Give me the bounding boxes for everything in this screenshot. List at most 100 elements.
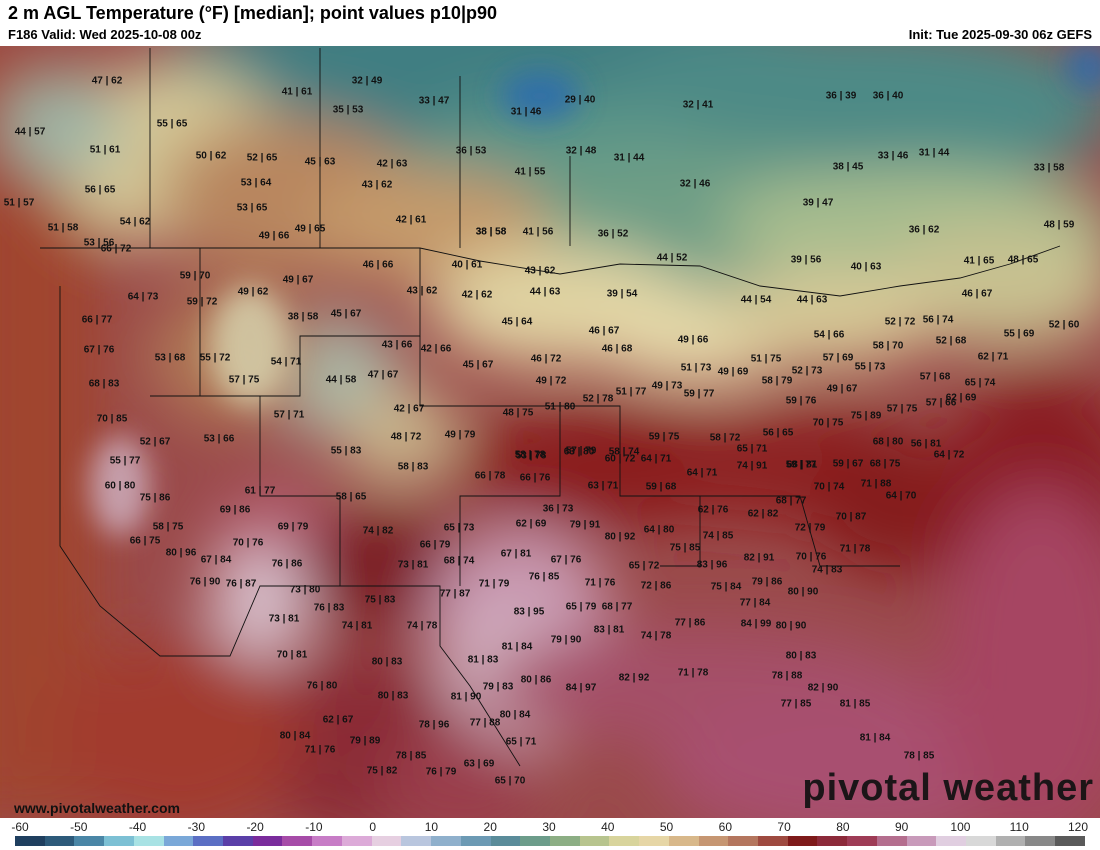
point-value-label: 70 | 75 <box>812 417 844 429</box>
point-value-label: 52 | 78 <box>582 393 614 405</box>
point-value-label: 31 | 44 <box>918 147 950 159</box>
point-value-label: 49 | 66 <box>258 230 290 242</box>
point-value-label: 42 | 61 <box>395 214 427 226</box>
point-value-label: 65 | 74 <box>964 377 996 389</box>
point-value-label: 65 | 73 <box>443 522 475 534</box>
point-value-label: 57 | 75 <box>886 403 918 415</box>
point-value-label: 80 | 86 <box>520 674 552 686</box>
site-url[interactable]: www.pivotalweather.com <box>14 800 180 816</box>
point-value-label: 52 | 73 <box>791 365 823 377</box>
valid-time: F186 Valid: Wed 2025-10-08 00z <box>8 27 202 42</box>
point-value-label: 57 | 79 <box>565 445 597 457</box>
point-value-label: 59 | 70 <box>179 270 211 282</box>
colorbar-tick: 40 <box>601 820 615 834</box>
point-value-label: 66 | 77 <box>81 314 113 326</box>
point-value-label: 36 | 62 <box>908 224 940 236</box>
point-value-label: 52 | 67 <box>139 436 171 448</box>
point-value-label: 83 | 95 <box>513 606 545 618</box>
point-value-label: 62 | 82 <box>747 508 779 520</box>
point-value-label: 66 | 78 <box>474 470 506 482</box>
colorbar-swatch <box>520 836 550 846</box>
point-value-label: 49 | 65 <box>294 223 326 235</box>
point-value-label: 80 | 92 <box>604 531 636 543</box>
point-value-label: 36 | 73 <box>542 503 574 515</box>
point-value-label: 64 | 71 <box>640 453 672 465</box>
point-value-label: 43 | 62 <box>524 265 556 277</box>
colorbar-swatch <box>609 836 640 846</box>
point-value-label: 52 | 72 <box>884 316 916 328</box>
point-value-label: 45 | 63 <box>304 156 336 168</box>
point-value-label: 83 | 96 <box>696 559 728 571</box>
colorbar-swatch <box>163 836 194 846</box>
point-value-label: 63 | 80 <box>563 446 595 458</box>
point-value-label: 71 | 78 <box>839 543 871 555</box>
point-value-label: 70 | 74 <box>813 481 845 493</box>
point-value-label: 56 | 65 <box>84 184 116 196</box>
point-value-label: 59 | 68 <box>645 481 677 493</box>
point-value-label: 46 | 67 <box>588 325 620 337</box>
point-value-label: 48 | 65 <box>1007 254 1039 266</box>
point-value-label: 58 | 65 <box>335 491 367 503</box>
colorbar-swatch <box>757 836 788 846</box>
point-value-label: 51 | 77 <box>615 386 647 398</box>
point-value-label: 39 | 56 <box>790 254 822 266</box>
point-value-label: 51 | 73 <box>680 362 712 374</box>
point-value-label: 62 | 69 <box>945 392 977 404</box>
point-value-label: 58 | 72 <box>709 432 741 444</box>
point-value-label: 41 | 56 <box>522 226 554 238</box>
colorbar-tick: 80 <box>836 820 850 834</box>
point-value-label: 49 | 62 <box>237 286 269 298</box>
point-value-label: 53 | 56 <box>83 237 115 249</box>
point-value-label: 77 | 86 <box>674 617 706 629</box>
point-value-label: 65 | 71 <box>736 443 768 455</box>
point-value-label: 60 | 80 <box>104 480 136 492</box>
point-value-label: 59 | 67 <box>832 458 864 470</box>
colorbar-swatch <box>431 836 461 846</box>
point-value-label: 54 | 66 <box>813 329 845 341</box>
point-value-label: 33 | 58 <box>1033 162 1065 174</box>
point-value-label: 53 | 64 <box>240 177 272 189</box>
point-value-label: 40 | 63 <box>850 261 882 273</box>
point-value-label: 49 | 79 <box>444 429 476 441</box>
colorbar-tick: 100 <box>950 820 971 834</box>
map-header: 2 m AGL Temperature (°F) [median]; point… <box>0 0 1100 46</box>
point-value-label: 80 | 90 <box>775 620 807 632</box>
point-value-label: 59 | 77 <box>683 388 715 400</box>
watermark-logo: pivotal weather <box>802 767 1094 809</box>
colorbar-tick: 0 <box>369 820 376 834</box>
point-value-label: 44 | 54 <box>740 294 772 306</box>
point-value-label: 71 | 76 <box>584 577 616 589</box>
point-value-label: 67 | 76 <box>550 554 582 566</box>
point-value-label: 42 | 66 <box>420 343 452 355</box>
point-value-label: 42 | 67 <box>393 403 425 415</box>
point-value-label: 80 | 83 <box>785 650 817 662</box>
point-value-label: 55 | 77 <box>109 455 141 467</box>
point-value-label: 78 | 96 <box>418 719 450 731</box>
temperature-map[interactable]: 47 | 62 44 | 57 51 | 61 56 | 65 51 | 57 51 | … <box>0 46 1100 818</box>
point-value-label: 57 | 69 <box>822 352 854 364</box>
point-value-label: 80 | 84 <box>499 709 531 721</box>
colorbar-swatch <box>252 836 283 846</box>
point-value-label: 64 | 80 <box>643 524 675 536</box>
colorbar-swatch <box>74 836 105 846</box>
point-value-label: 49 | 72 <box>535 375 567 387</box>
point-value-label: 73 | 81 <box>268 613 300 625</box>
point-value-label: 66 | 72 <box>100 243 132 255</box>
point-value-label: 54 | 71 <box>270 356 302 368</box>
point-value-label: 67 | 76 <box>83 344 115 356</box>
point-value-label: 52 | 68 <box>935 335 967 347</box>
point-value-label: 59 | 77 <box>785 459 817 471</box>
point-value-label: 66 | 79 <box>419 539 451 551</box>
point-value-label: 49 | 67 <box>282 274 314 286</box>
point-value-label: 32 | 48 <box>565 145 597 157</box>
point-value-label: 62 | 76 <box>697 504 729 516</box>
point-value-label: 53 | 68 <box>154 352 186 364</box>
point-value-label: 51 | 57 <box>3 197 35 209</box>
political-borders <box>40 48 1061 767</box>
point-value-label: 75 | 86 <box>139 492 171 504</box>
point-value-label: 76 | 86 <box>271 558 303 570</box>
point-value-label: 81 | 85 <box>839 698 871 710</box>
point-value-label: 73 | 80 <box>289 584 321 596</box>
point-value-label: 61 | 77 <box>244 485 276 497</box>
point-value-label: 80 | 83 <box>377 690 409 702</box>
